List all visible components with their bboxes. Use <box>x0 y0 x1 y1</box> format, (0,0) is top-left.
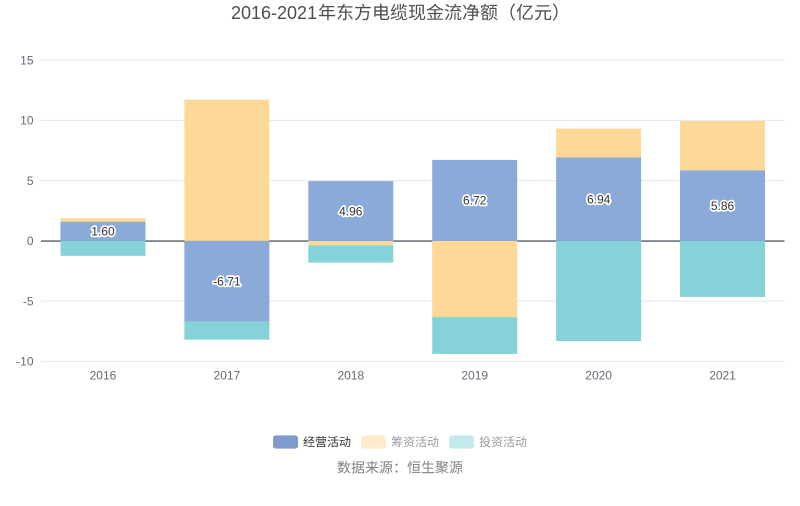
svg-text:5.86: 5.86 <box>711 199 735 213</box>
svg-text:6.72: 6.72 <box>463 194 487 208</box>
svg-text:2017: 2017 <box>214 369 241 383</box>
svg-text:10: 10 <box>20 114 34 128</box>
svg-text:0: 0 <box>27 234 34 248</box>
svg-text:4.96: 4.96 <box>339 204 363 218</box>
svg-text:2021: 2021 <box>709 369 736 383</box>
svg-text:15: 15 <box>20 53 34 67</box>
svg-text:2016-2021: 2016-2021 <box>231 3 317 23</box>
svg-text:2016: 2016 <box>90 369 117 383</box>
svg-text:6.94: 6.94 <box>587 192 611 206</box>
svg-text:5: 5 <box>27 174 34 188</box>
svg-text:-6.71: -6.71 <box>213 275 241 289</box>
svg-text:2020: 2020 <box>585 369 612 383</box>
svg-text:2019: 2019 <box>461 369 488 383</box>
svg-text:2018: 2018 <box>337 369 364 383</box>
svg-text:-5: -5 <box>23 294 34 308</box>
svg-text:1.60: 1.60 <box>91 225 115 239</box>
svg-text:-10: -10 <box>16 355 34 369</box>
